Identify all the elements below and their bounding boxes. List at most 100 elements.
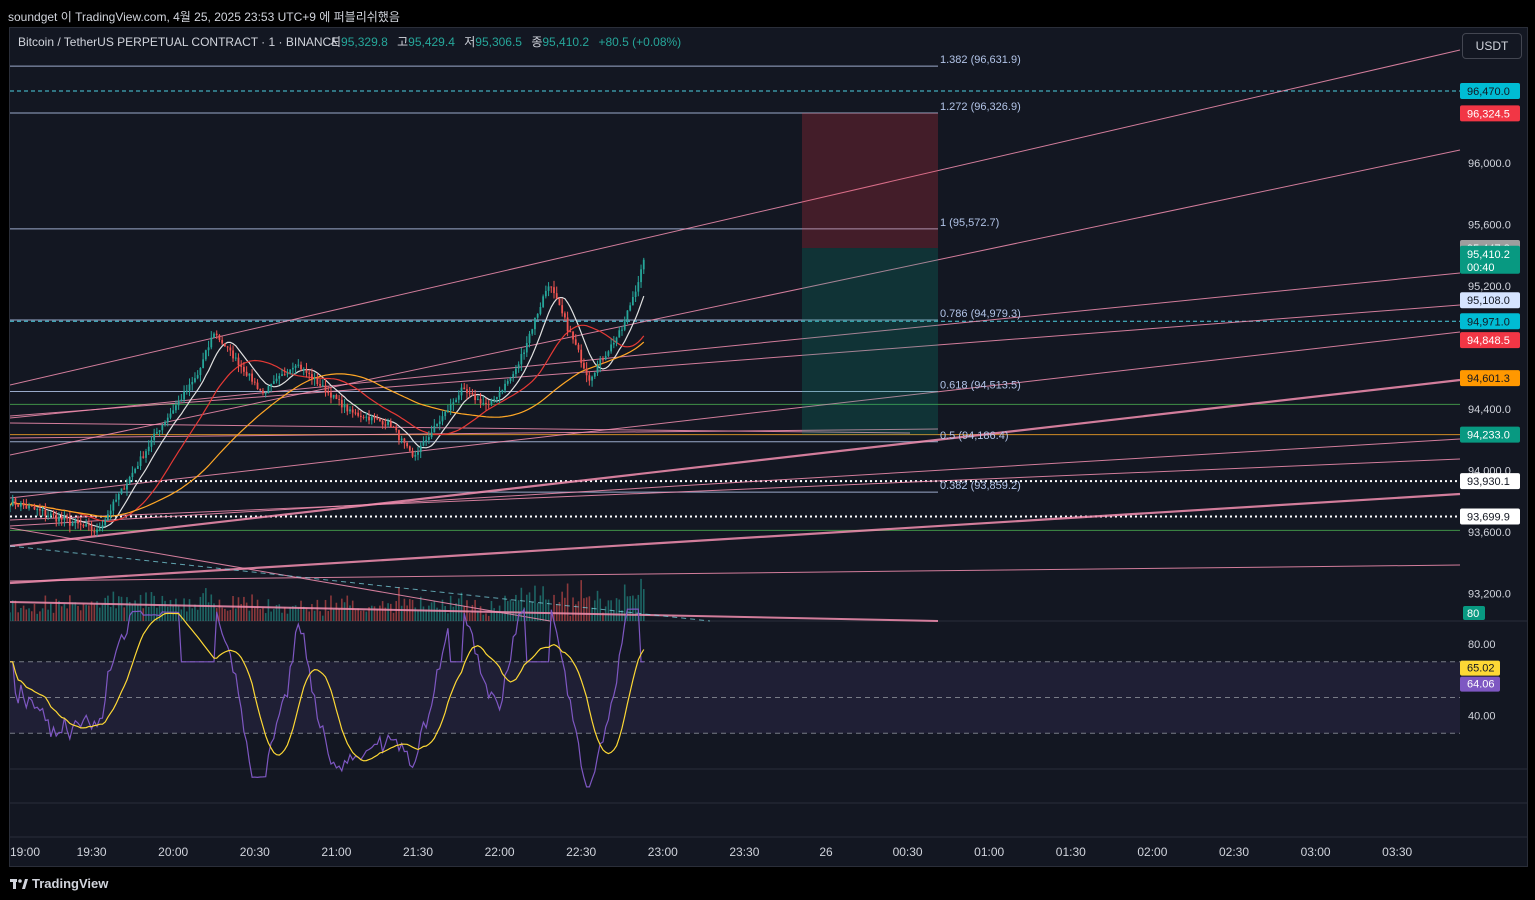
candle-body — [131, 472, 134, 478]
candle-body — [117, 493, 120, 500]
candle-body — [381, 421, 384, 425]
volume-bar — [164, 600, 166, 621]
candle-body — [466, 389, 468, 393]
candle-body — [642, 259, 645, 270]
candle-body — [444, 411, 447, 417]
volume-bar — [194, 604, 196, 621]
volume-bar — [419, 596, 422, 621]
time-tick: 03:00 — [1301, 845, 1331, 859]
chart-background — [10, 28, 1527, 866]
volume-bar — [504, 595, 506, 621]
candle-body — [471, 392, 474, 395]
trendline — [10, 422, 911, 434]
trendline — [10, 149, 1461, 456]
candle-body — [55, 514, 58, 522]
candles — [10, 257, 645, 537]
open-label: 시 — [330, 35, 341, 49]
candle-body — [585, 368, 588, 376]
price-label-bg — [1460, 313, 1520, 330]
candle-body — [82, 524, 85, 527]
chart-frame[interactable]: 1.382 (96,631.9) 1.272 (96,326.9) 1 (95,57… — [9, 27, 1528, 867]
candle-body — [455, 399, 457, 403]
volume-bar — [542, 586, 544, 621]
time-axis: 19:00 19:30 20:00 20:30 21:00 21:30 22:00 22:30… — [10, 845, 1413, 859]
volume-bar — [338, 608, 340, 621]
candle-body — [207, 347, 210, 351]
price-label-bg — [1460, 473, 1520, 490]
candle-body — [340, 399, 343, 408]
volume-bar — [365, 611, 368, 621]
candle-body — [438, 421, 441, 425]
volume-bar — [406, 605, 408, 621]
volume-bar — [501, 612, 504, 621]
candle-body — [52, 513, 55, 515]
volume-bar — [327, 611, 330, 621]
candle-body — [515, 368, 517, 375]
candle-body — [196, 375, 199, 379]
candle-body — [547, 286, 550, 291]
price-tick: 95,200.0 — [1468, 281, 1511, 293]
volume-bar — [395, 601, 398, 621]
trendline — [10, 438, 1461, 527]
volume-bar — [169, 600, 172, 621]
candle-body — [123, 488, 126, 490]
candle-body — [487, 404, 490, 406]
candle-body — [30, 505, 33, 507]
volume-bar — [438, 609, 441, 621]
volume-bar — [66, 608, 68, 621]
candle-body — [422, 440, 425, 446]
candle-body — [574, 339, 577, 345]
volume-bar — [357, 608, 359, 621]
candle-body — [107, 514, 109, 520]
volume-bar — [471, 605, 474, 621]
volume-bar — [270, 611, 272, 621]
time-tick: 20:30 — [240, 845, 270, 859]
volume-bar — [316, 599, 319, 621]
currency-button[interactable]: USDT — [1462, 33, 1522, 59]
candle-body — [188, 384, 191, 391]
volume-bar — [520, 587, 523, 621]
volume-bar — [240, 604, 242, 621]
candle-body — [90, 525, 93, 532]
volume-bar — [137, 604, 139, 621]
candle-body — [223, 343, 226, 347]
candle-body — [408, 446, 411, 451]
candle-body — [104, 519, 107, 526]
candle-body — [406, 442, 409, 447]
candle-body — [528, 333, 531, 344]
candle-body — [96, 529, 98, 533]
price-tick: 95,600.0 — [1468, 220, 1511, 232]
moving-average-9 — [10, 295, 645, 529]
candle-body — [449, 404, 452, 411]
volume-bar — [561, 591, 563, 621]
price-label-bg — [1460, 82, 1520, 99]
trendline — [10, 304, 1461, 417]
candle-body — [509, 377, 512, 382]
candle-body — [74, 520, 77, 524]
candle-body — [558, 298, 561, 306]
volume-bar — [131, 604, 134, 621]
price-label-bg — [1460, 332, 1520, 349]
price-chart[interactable]: 1.382 (96,631.9) 1.272 (96,326.9) 1 (95,57… — [10, 28, 1527, 866]
candle-body — [536, 313, 539, 318]
volume-bar — [602, 612, 604, 621]
volume-bar — [259, 609, 262, 621]
volume-bar — [112, 591, 115, 621]
price-tick: 93,600.0 — [1468, 527, 1511, 539]
candle-body — [520, 353, 523, 365]
volume-bar — [444, 605, 446, 621]
candle-body — [544, 290, 547, 297]
candle-body — [150, 439, 153, 447]
candle-body — [359, 415, 362, 417]
candle-body — [300, 364, 302, 370]
tradingview-logo[interactable]: TradingView — [10, 876, 108, 891]
volume-bar — [52, 612, 55, 621]
time-tick: 21:00 — [321, 845, 351, 859]
candle-body — [561, 305, 564, 314]
candle-body — [330, 392, 332, 398]
candle-body — [302, 368, 305, 370]
volume-bar — [33, 603, 36, 621]
candle-body — [476, 398, 479, 401]
candle-body — [283, 374, 286, 376]
publish-title: soundget 이 TradingView.com, 4월 25, 2025 … — [8, 10, 400, 24]
